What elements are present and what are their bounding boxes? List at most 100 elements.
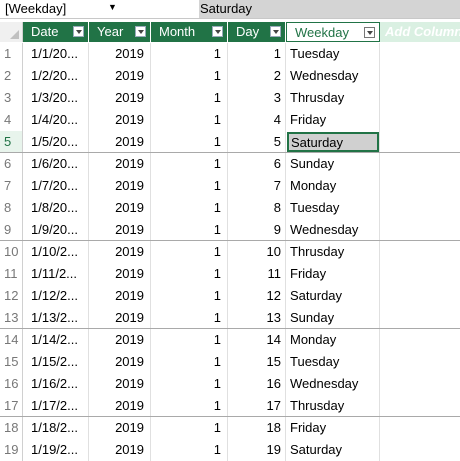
day-cell[interactable]: 2	[228, 65, 286, 87]
table-row[interactable]: 15 1/15/2... 2019 1 15 Tuesday	[0, 351, 460, 373]
filter-dropdown-icon[interactable]	[212, 26, 223, 37]
weekday-cell[interactable]: Monday	[286, 175, 380, 197]
weekday-cell[interactable]: Wednesday	[286, 65, 380, 87]
column-header-month[interactable]: Month	[151, 22, 228, 42]
month-cell[interactable]: 1	[151, 65, 228, 87]
year-cell[interactable]: 2019	[89, 439, 151, 461]
day-cell[interactable]: 8	[228, 197, 286, 219]
weekday-cell[interactable]: Tuesday	[286, 351, 380, 373]
row-number[interactable]: 9	[0, 219, 23, 241]
day-cell[interactable]: 19	[228, 439, 286, 461]
date-cell[interactable]: 1/16/2...	[23, 373, 89, 395]
row-number[interactable]: 4	[0, 109, 23, 131]
year-cell[interactable]: 2019	[89, 351, 151, 373]
row-number[interactable]: 14	[0, 329, 23, 351]
month-cell[interactable]: 1	[151, 329, 228, 351]
row-number[interactable]: 8	[0, 197, 23, 219]
date-cell[interactable]: 1/18/2...	[23, 417, 89, 439]
month-cell[interactable]: 1	[151, 131, 228, 153]
row-number[interactable]: 5	[0, 131, 23, 153]
date-cell[interactable]: 1/4/20...	[23, 109, 89, 131]
month-cell[interactable]: 1	[151, 241, 228, 263]
date-cell[interactable]: 1/5/20...	[23, 131, 89, 153]
table-row[interactable]: 11 1/11/2... 2019 1 11 Friday	[0, 263, 460, 285]
weekday-cell[interactable]: Sunday	[286, 307, 380, 329]
weekday-cell[interactable]: Tuesday	[286, 43, 380, 65]
day-cell[interactable]: 1	[228, 43, 286, 65]
month-cell[interactable]: 1	[151, 219, 228, 241]
month-cell[interactable]: 1	[151, 43, 228, 65]
weekday-cell[interactable]: Wednesday	[286, 373, 380, 395]
table-row[interactable]: 7 1/7/20... 2019 1 7 Monday	[0, 175, 460, 197]
column-header-weekday[interactable]: Weekday	[286, 22, 380, 42]
table-row[interactable]: 6 1/6/20... 2019 1 6 Sunday	[0, 153, 460, 175]
month-cell[interactable]: 1	[151, 109, 228, 131]
year-cell[interactable]: 2019	[89, 131, 151, 153]
date-cell[interactable]: 1/3/20...	[23, 87, 89, 109]
row-number[interactable]: 16	[0, 373, 23, 395]
filter-dropdown-icon[interactable]	[73, 26, 84, 37]
year-cell[interactable]: 2019	[89, 417, 151, 439]
date-cell[interactable]: 1/15/2...	[23, 351, 89, 373]
table-row[interactable]: 1 1/1/20... 2019 1 1 Tuesday	[0, 43, 460, 65]
weekday-cell[interactable]: Thrusday	[286, 87, 380, 109]
weekday-cell[interactable]: Tuesday	[286, 197, 380, 219]
table-row[interactable]: 8 1/8/20... 2019 1 8 Tuesday	[0, 197, 460, 219]
row-number[interactable]: 11	[0, 263, 23, 285]
year-cell[interactable]: 2019	[89, 307, 151, 329]
month-cell[interactable]: 1	[151, 395, 228, 417]
month-cell[interactable]: 1	[151, 417, 228, 439]
year-cell[interactable]: 2019	[89, 285, 151, 307]
day-cell[interactable]: 15	[228, 351, 286, 373]
selected-cell[interactable]: Saturday	[287, 132, 379, 152]
day-cell[interactable]: 9	[228, 219, 286, 241]
day-cell[interactable]: 4	[228, 109, 286, 131]
year-cell[interactable]: 2019	[89, 263, 151, 285]
dropdown-arrow-icon[interactable]: ▼	[108, 2, 117, 12]
row-number[interactable]: 15	[0, 351, 23, 373]
row-number[interactable]: 13	[0, 307, 23, 329]
table-row[interactable]: 10 1/10/2... 2019 1 10 Thrusday	[0, 241, 460, 263]
day-cell[interactable]: 6	[228, 153, 286, 175]
year-cell[interactable]: 2019	[89, 65, 151, 87]
weekday-cell[interactable]: Monday	[286, 329, 380, 351]
weekday-cell[interactable]: Saturday	[286, 439, 380, 461]
table-row[interactable]: 3 1/3/20... 2019 1 3 Thrusday	[0, 87, 460, 109]
date-cell[interactable]: 1/11/2...	[23, 263, 89, 285]
row-number[interactable]: 3	[0, 87, 23, 109]
year-cell[interactable]: 2019	[89, 241, 151, 263]
date-cell[interactable]: 1/12/2...	[23, 285, 89, 307]
row-number[interactable]: 2	[0, 65, 23, 87]
table-row[interactable]: 17 1/17/2... 2019 1 17 Thrusday	[0, 395, 460, 417]
date-cell[interactable]: 1/13/2...	[23, 307, 89, 329]
table-row[interactable]: 16 1/16/2... 2019 1 16 Wednesday	[0, 373, 460, 395]
year-cell[interactable]: 2019	[89, 87, 151, 109]
filter-dropdown-icon[interactable]	[364, 27, 375, 38]
date-cell[interactable]: 1/14/2...	[23, 329, 89, 351]
month-cell[interactable]: 1	[151, 153, 228, 175]
table-row[interactable]: 14 1/14/2... 2019 1 14 Monday	[0, 329, 460, 351]
column-header-date[interactable]: Date	[23, 22, 89, 42]
month-cell[interactable]: 1	[151, 351, 228, 373]
day-cell[interactable]: 12	[228, 285, 286, 307]
year-cell[interactable]: 2019	[89, 109, 151, 131]
month-cell[interactable]: 1	[151, 263, 228, 285]
day-cell[interactable]: 5	[228, 131, 286, 153]
table-row[interactable]: 13 1/13/2... 2019 1 13 Sunday	[0, 307, 460, 329]
day-cell[interactable]: 16	[228, 373, 286, 395]
day-cell[interactable]: 11	[228, 263, 286, 285]
formula-value-field[interactable]: Saturday	[199, 0, 460, 18]
filter-dropdown-icon[interactable]	[270, 26, 281, 37]
table-row[interactable]: 9 1/9/20... 2019 1 9 Wednesday	[0, 219, 460, 241]
year-cell[interactable]: 2019	[89, 395, 151, 417]
date-cell[interactable]: 1/7/20...	[23, 175, 89, 197]
year-cell[interactable]: 2019	[89, 329, 151, 351]
add-column-header[interactable]: Add Column	[380, 22, 460, 42]
date-cell[interactable]: 1/2/20...	[23, 65, 89, 87]
date-cell[interactable]: 1/8/20...	[23, 197, 89, 219]
day-cell[interactable]: 3	[228, 87, 286, 109]
select-all-corner[interactable]	[0, 22, 23, 42]
month-cell[interactable]: 1	[151, 285, 228, 307]
date-cell[interactable]: 1/17/2...	[23, 395, 89, 417]
year-cell[interactable]: 2019	[89, 43, 151, 65]
